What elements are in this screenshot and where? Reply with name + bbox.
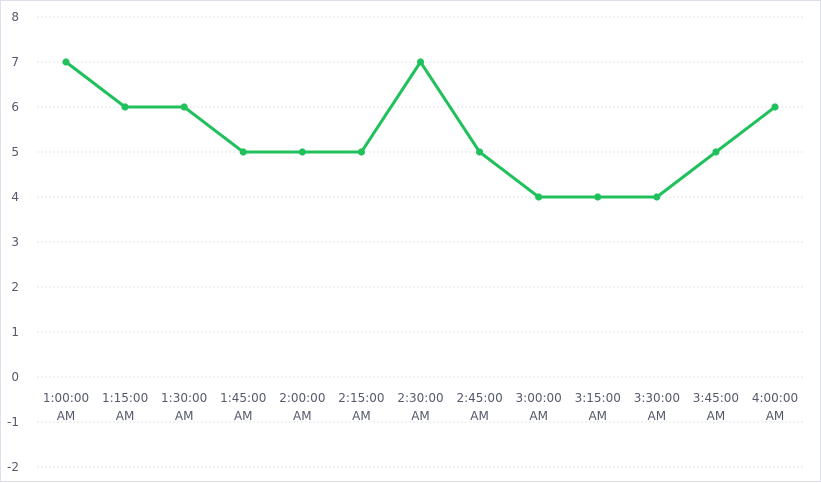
x-tick-label-line: 2:15:00 xyxy=(338,391,384,405)
x-tick-label-line: 1:30:00 xyxy=(161,391,207,405)
x-tick-label-line: AM xyxy=(648,409,667,423)
y-tick-label: 1 xyxy=(11,325,19,339)
y-tick-label: 0 xyxy=(11,370,19,384)
data-point xyxy=(298,148,306,156)
data-point xyxy=(62,58,70,66)
x-tick-label-line: 4:00:00 xyxy=(752,391,798,405)
x-tick-label-line: 3:30:00 xyxy=(634,391,680,405)
x-tick-label-line: AM xyxy=(411,409,430,423)
x-tick-label-line: 2:00:00 xyxy=(279,391,325,405)
data-point xyxy=(357,148,366,156)
y-tick-label: 8 xyxy=(11,10,19,24)
y-tick-label: 3 xyxy=(11,235,19,249)
data-point xyxy=(180,103,188,111)
x-tick-label-line: AM xyxy=(293,409,312,423)
x-tick-label-line: AM xyxy=(116,409,135,423)
x-tick-label: 3:15:00 AM xyxy=(575,391,621,423)
x-tick-label-line: AM xyxy=(766,409,785,423)
y-tick-label: 7 xyxy=(11,55,19,69)
data-point xyxy=(771,103,779,111)
x-tick-label-line: AM xyxy=(234,409,253,423)
x-tick-label-line: 3:00:00 xyxy=(516,391,562,405)
y-tick-label: 5 xyxy=(11,145,19,159)
x-tick-label-line: 2:45:00 xyxy=(456,391,502,405)
data-point xyxy=(712,148,720,156)
x-tick-label-line: AM xyxy=(470,409,489,423)
x-tick-label: 1:15:00 AM xyxy=(102,391,148,423)
series xyxy=(62,58,779,201)
x-tick-label-line: 3:45:00 xyxy=(693,391,739,405)
x-tick-label: 2:00:00 AM xyxy=(279,391,325,423)
x-tick-label-line: AM xyxy=(352,409,371,423)
data-point xyxy=(653,193,661,201)
x-axis-ticks: 1:00:00 AM1:15:00 AM1:30:00 AM1:45:00 AM2:00… xyxy=(43,391,798,423)
x-tick-label: 2:45:00 AM xyxy=(456,391,502,423)
y-axis-ticks: -2 -1 0 1 2 3 4 5 6 7 8 xyxy=(7,10,19,474)
x-tick-label: 4:00:00 AM xyxy=(752,391,798,423)
y-tick-label: 6 xyxy=(11,100,19,114)
x-tick-label-line: AM xyxy=(529,409,548,423)
data-point xyxy=(416,58,425,66)
y-tick-label: -2 xyxy=(7,460,19,474)
x-tick-label-line: 1:00:00 xyxy=(43,391,89,405)
x-tick-label: 3:45:00 AM xyxy=(693,391,739,423)
x-tick-label-line: 2:30:00 xyxy=(397,391,443,405)
x-tick-label: 1:00:00 AM xyxy=(43,391,89,423)
x-tick-label: 3:30:00 AM xyxy=(634,391,680,423)
data-point xyxy=(121,103,129,111)
x-tick-label-line: 3:15:00 xyxy=(575,391,621,405)
x-tick-label-line: AM xyxy=(57,409,76,423)
x-tick-label-line: 1:45:00 xyxy=(220,391,266,405)
y-tick-label: 4 xyxy=(11,190,19,204)
x-tick-label-line: AM xyxy=(175,409,194,423)
data-point xyxy=(239,148,247,156)
x-tick-label-line: 1:15:00 xyxy=(102,391,148,405)
x-tick-label: 3:00:00 AM xyxy=(516,391,562,423)
x-tick-label-line: AM xyxy=(707,409,726,423)
y-tick-label: -1 xyxy=(7,415,19,429)
series-line xyxy=(64,60,777,199)
gridlines xyxy=(37,16,805,468)
data-point xyxy=(475,148,484,156)
x-tick-label: 2:30:00 AM xyxy=(397,391,443,423)
data-point xyxy=(535,193,543,201)
x-tick-label-line: AM xyxy=(588,409,607,423)
y-tick-label: 2 xyxy=(11,280,19,294)
data-point xyxy=(594,193,602,201)
x-tick-label: 2:15:00 AM xyxy=(338,391,384,423)
x-tick-label: 1:30:00 AM xyxy=(161,391,207,423)
x-tick-label: 1:45:00 AM xyxy=(220,391,266,423)
